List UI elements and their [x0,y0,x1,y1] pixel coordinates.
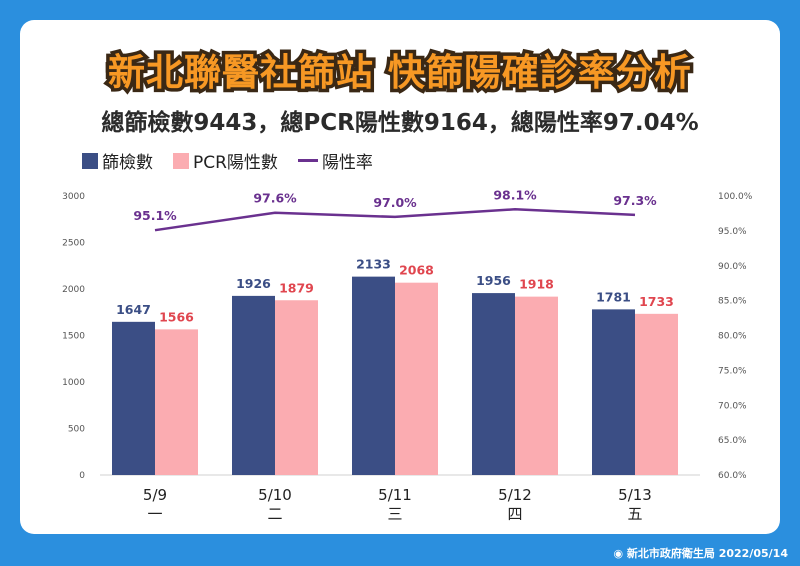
data-label-screened: 2133 [356,257,391,272]
x-axis-category-label: 5/11 [378,486,412,504]
x-axis-category-label: 5/12 [498,486,532,504]
bar-pcr [635,313,678,475]
bar-line-chart: 0 500 1000 1500 2000 2500 3000 60.0% 65.0% 70.0% 7… [62,187,753,523]
bar-pcr [515,296,558,475]
y-axis-tick-label: 2000 [62,285,85,295]
data-label-rate: 97.0% [373,195,417,210]
credit-text: 新北市政府衛生局 2022/05/14 [626,547,788,560]
x-axis-weekday-label: 二 [267,505,282,523]
y2-axis-tick-label: 65.0% [718,436,747,446]
x-axis-weekday-label: 一 [147,505,162,523]
data-label-rate: 95.1% [133,208,177,223]
data-label-screened: 1956 [476,273,511,288]
legend-swatch-rate [297,159,318,162]
page-subtitle: 總篩檢數9443，總PCR陽性數9164，總陽性率97.04% [101,110,699,136]
x-axis-category-label: 5/13 [618,486,652,504]
y-axis-tick-label: 1000 [62,378,85,388]
legend-swatch-screened [82,152,98,169]
data-label-screened: 1926 [236,276,271,291]
chart-legend: 篩檢數 PCR陽性數 陽性率 [82,148,373,173]
page-title: 新北聯醫社篩站 快篩陽確診率分析 [105,48,695,98]
bar-pcr [395,282,438,475]
legend-item-pcr: PCR陽性數 [173,148,278,173]
y2-axis-tick-label: 85.0% [718,297,747,307]
credit-marker-icon: ◉ [613,547,624,560]
content-card: 新北聯醫社篩站 快篩陽確診率分析 總篩檢數9443，總PCR陽性數9164，總陽… [20,20,780,534]
bar-screened [232,295,275,475]
data-label-screened: 1781 [596,289,631,304]
y-axis-tick-label: 500 [68,425,85,435]
x-axis-weekday-label: 四 [507,505,522,523]
y-axis-tick-label: 1500 [62,332,85,342]
legend-item-rate: 陽性率 [297,148,373,173]
legend-item-screened: 篩檢數 [82,148,153,173]
legend-label-pcr: PCR陽性數 [193,153,278,173]
bar-pcr [155,329,198,475]
y2-axis-tick-label: 80.0% [718,332,747,342]
legend-label-rate: 陽性率 [321,153,373,173]
y-axis-tick-label: 3000 [62,192,85,202]
x-axis-weekday-label: 五 [627,505,642,523]
y2-axis-tick-label: 75.0% [718,366,747,376]
data-label-pcr: 1566 [159,309,194,324]
data-label-pcr: 1879 [279,280,314,295]
y-axis-tick-label: 2500 [62,239,85,249]
rate-line [154,208,636,232]
x-axis-category-label: 5/10 [258,486,292,504]
data-label-pcr: 1733 [639,294,674,309]
y2-axis-tick-label: 100.0% [718,192,753,202]
data-label-screened: 1647 [116,302,151,317]
data-label-rate: 97.6% [253,191,297,206]
bar-screened [352,276,395,475]
y2-axis-tick-label: 95.0% [718,227,747,237]
legend-swatch-pcr [173,152,189,169]
y2-axis-tick-label: 70.0% [718,401,747,411]
x-axis-category-label: 5/9 [143,486,167,504]
x-axis-weekday-label: 三 [387,505,402,523]
data-label-rate: 98.1% [493,187,537,202]
bar-screened [112,321,155,475]
bar-pcr [275,300,318,475]
bar-screened [472,293,515,475]
bar-screened [592,309,635,475]
legend-label-screened: 篩檢數 [102,153,153,173]
source-credit: ◉ 新北市政府衛生局 2022/05/14 [613,545,788,561]
data-label-pcr: 1918 [519,277,554,292]
data-label-rate: 97.3% [613,193,657,208]
y2-axis-tick-label: 90.0% [718,262,747,272]
y-axis-tick-label: 0 [79,471,85,481]
y2-axis-tick-label: 60.0% [718,471,747,481]
data-label-pcr: 2068 [399,263,434,278]
